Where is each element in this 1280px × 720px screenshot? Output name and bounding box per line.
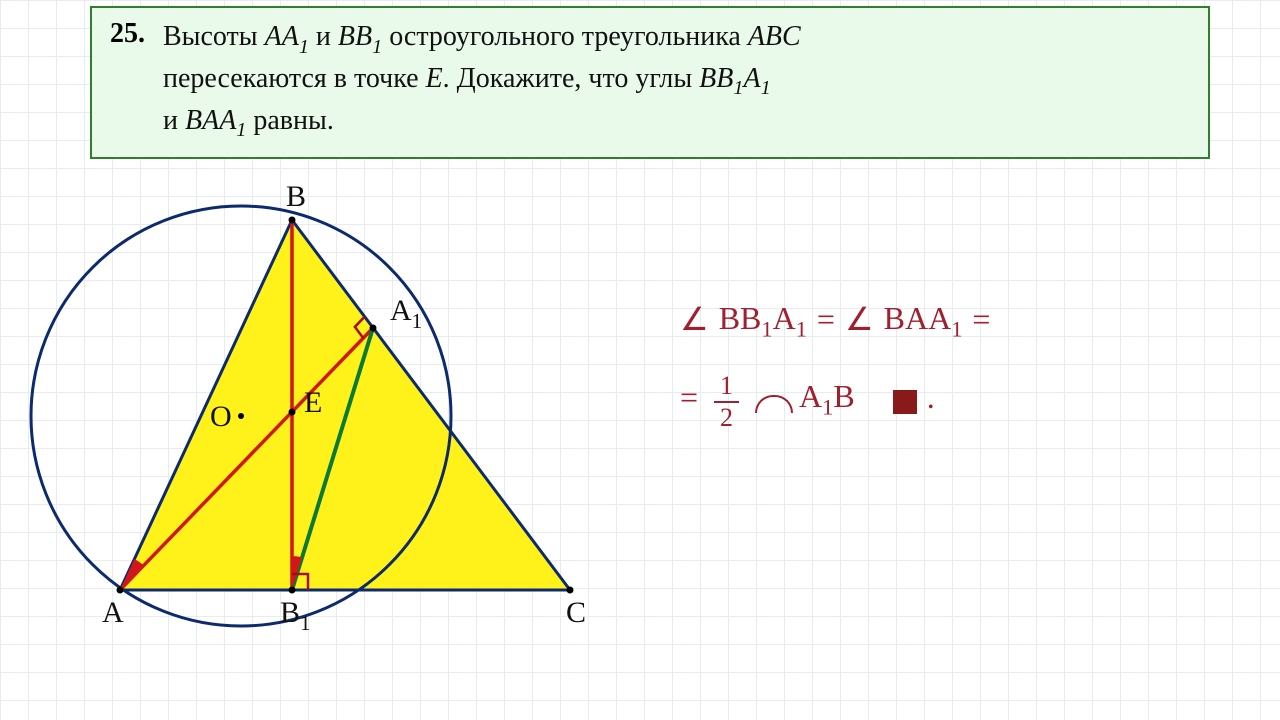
text-fragment: и <box>309 21 338 52</box>
problem-text: Высоты AA1 и BB1 остроугольного треуголь… <box>163 18 801 143</box>
fraction-half: 1 2 <box>714 373 739 431</box>
sym-AA1: AA1 <box>265 21 309 52</box>
label-E: E <box>304 386 322 419</box>
solution-line-2: = 1 2 A1B . <box>680 368 1240 428</box>
text-fragment: остроугольного треугольника <box>382 21 748 52</box>
point-B <box>289 217 296 224</box>
arc-icon <box>755 389 789 407</box>
point-O <box>238 413 244 419</box>
label-C: C <box>566 596 586 629</box>
problem-statement-box: 25. Высоты AA1 и BB1 остроугольного треу… <box>90 6 1210 159</box>
text-fragment: пересекаются в точке <box>163 63 426 94</box>
point-A1 <box>370 325 377 332</box>
arc-label: A1B <box>799 368 855 428</box>
sym-BAA1-hw: BAA1 <box>884 290 963 350</box>
sym-BB1A1: BB1A1 <box>699 63 770 94</box>
solution-line-1: ∠ BB1A1 = ∠ BAA1 = <box>680 290 1240 350</box>
label-O: O <box>210 400 232 433</box>
point-B1 <box>289 587 296 594</box>
angle-icon: ∠ <box>680 291 709 349</box>
qed-square <box>893 390 917 414</box>
text-fragment: и <box>163 105 185 136</box>
angle-icon: ∠ <box>845 291 874 349</box>
text-fragment: Высоты <box>163 21 265 52</box>
label-B₁: B1 <box>280 596 311 635</box>
sym-E: E <box>426 63 443 94</box>
triangle-ABC <box>120 220 570 590</box>
sym-ABC: ABC <box>748 21 801 52</box>
handwritten-solution: ∠ BB1A1 = ∠ BAA1 = = 1 2 A1B . <box>680 290 1240 427</box>
label-B: B <box>286 180 306 213</box>
point-A <box>117 587 124 594</box>
text-fragment: равны. <box>246 105 333 136</box>
problem-number: 25. <box>110 18 145 50</box>
sym-BAA1: BAA1 <box>185 105 246 136</box>
geometry-diagram: ABCA1B1EO <box>60 160 620 680</box>
text-fragment: . Докажите, что углы <box>443 63 700 94</box>
point-E <box>289 409 296 416</box>
point-C <box>567 587 574 594</box>
label-A: A <box>102 596 124 629</box>
diagram-svg: ABCA1B1EO <box>60 160 620 680</box>
sym-BB1A1-hw: BB1A1 <box>719 290 807 350</box>
sym-BB1: BB1 <box>338 21 382 52</box>
